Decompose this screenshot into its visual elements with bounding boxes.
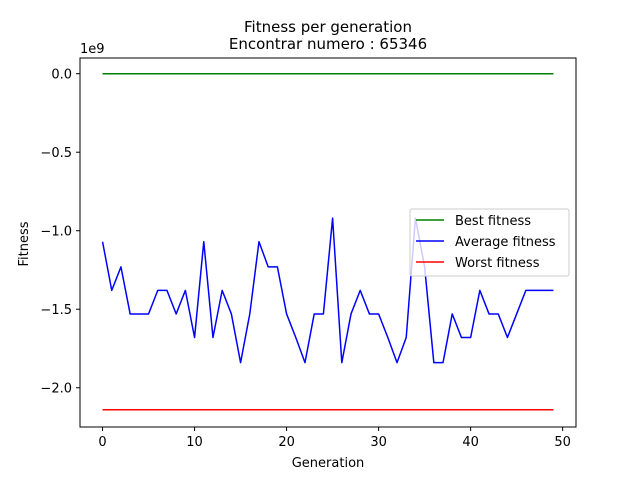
y-tick-label: −1.0 <box>40 225 72 240</box>
x-tick-label: 40 <box>462 435 479 450</box>
x-tick-label: 10 <box>186 435 203 450</box>
legend-entry-label: Average fitness <box>455 235 556 250</box>
chart-title-line2: Encontrar numero : 65346 <box>229 35 427 53</box>
y-offset-label: 1e9 <box>80 42 105 57</box>
legend: Best fitness Average fitness Worst fitness <box>409 208 570 277</box>
legend-box <box>409 208 570 277</box>
y-tick-label: −0.5 <box>40 146 72 161</box>
x-tick-label: 30 <box>370 435 387 450</box>
y-tick-label: 0.0 <box>51 68 72 83</box>
y-tick-label: −2.0 <box>40 382 72 397</box>
y-tick-label: −1.5 <box>40 303 72 318</box>
series-line-average-fitness <box>101 217 554 364</box>
legend-entry-label: Worst fitness <box>455 256 540 271</box>
x-tick-label: 50 <box>554 435 571 450</box>
y-axis-label: Fitness <box>17 221 32 266</box>
legend-entry-label: Best fitness <box>455 214 531 229</box>
plot-frame <box>79 57 577 428</box>
x-axis-label: Generation <box>292 456 365 471</box>
x-tick-label: 20 <box>278 435 295 450</box>
x-tick-label: 0 <box>98 435 106 450</box>
chart-title-line1: Fitness per generation <box>244 18 412 36</box>
